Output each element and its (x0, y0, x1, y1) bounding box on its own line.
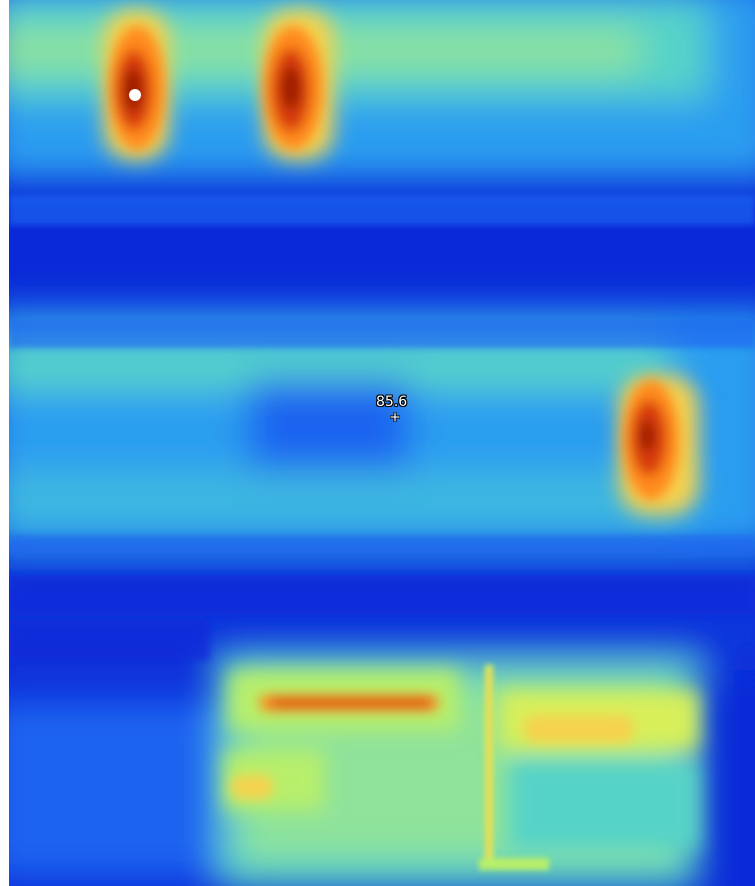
spot-temperature-value: 85.6 (376, 394, 408, 410)
thermal-heatmap (9, 0, 755, 886)
crosshair-icon (390, 412, 400, 422)
thermal-hot-spots (109, 26, 679, 799)
thermal-details (9, 195, 755, 870)
hottest-point (129, 89, 141, 101)
spot-measurement: 85.6 (376, 394, 416, 428)
thermal-image (9, 0, 755, 886)
